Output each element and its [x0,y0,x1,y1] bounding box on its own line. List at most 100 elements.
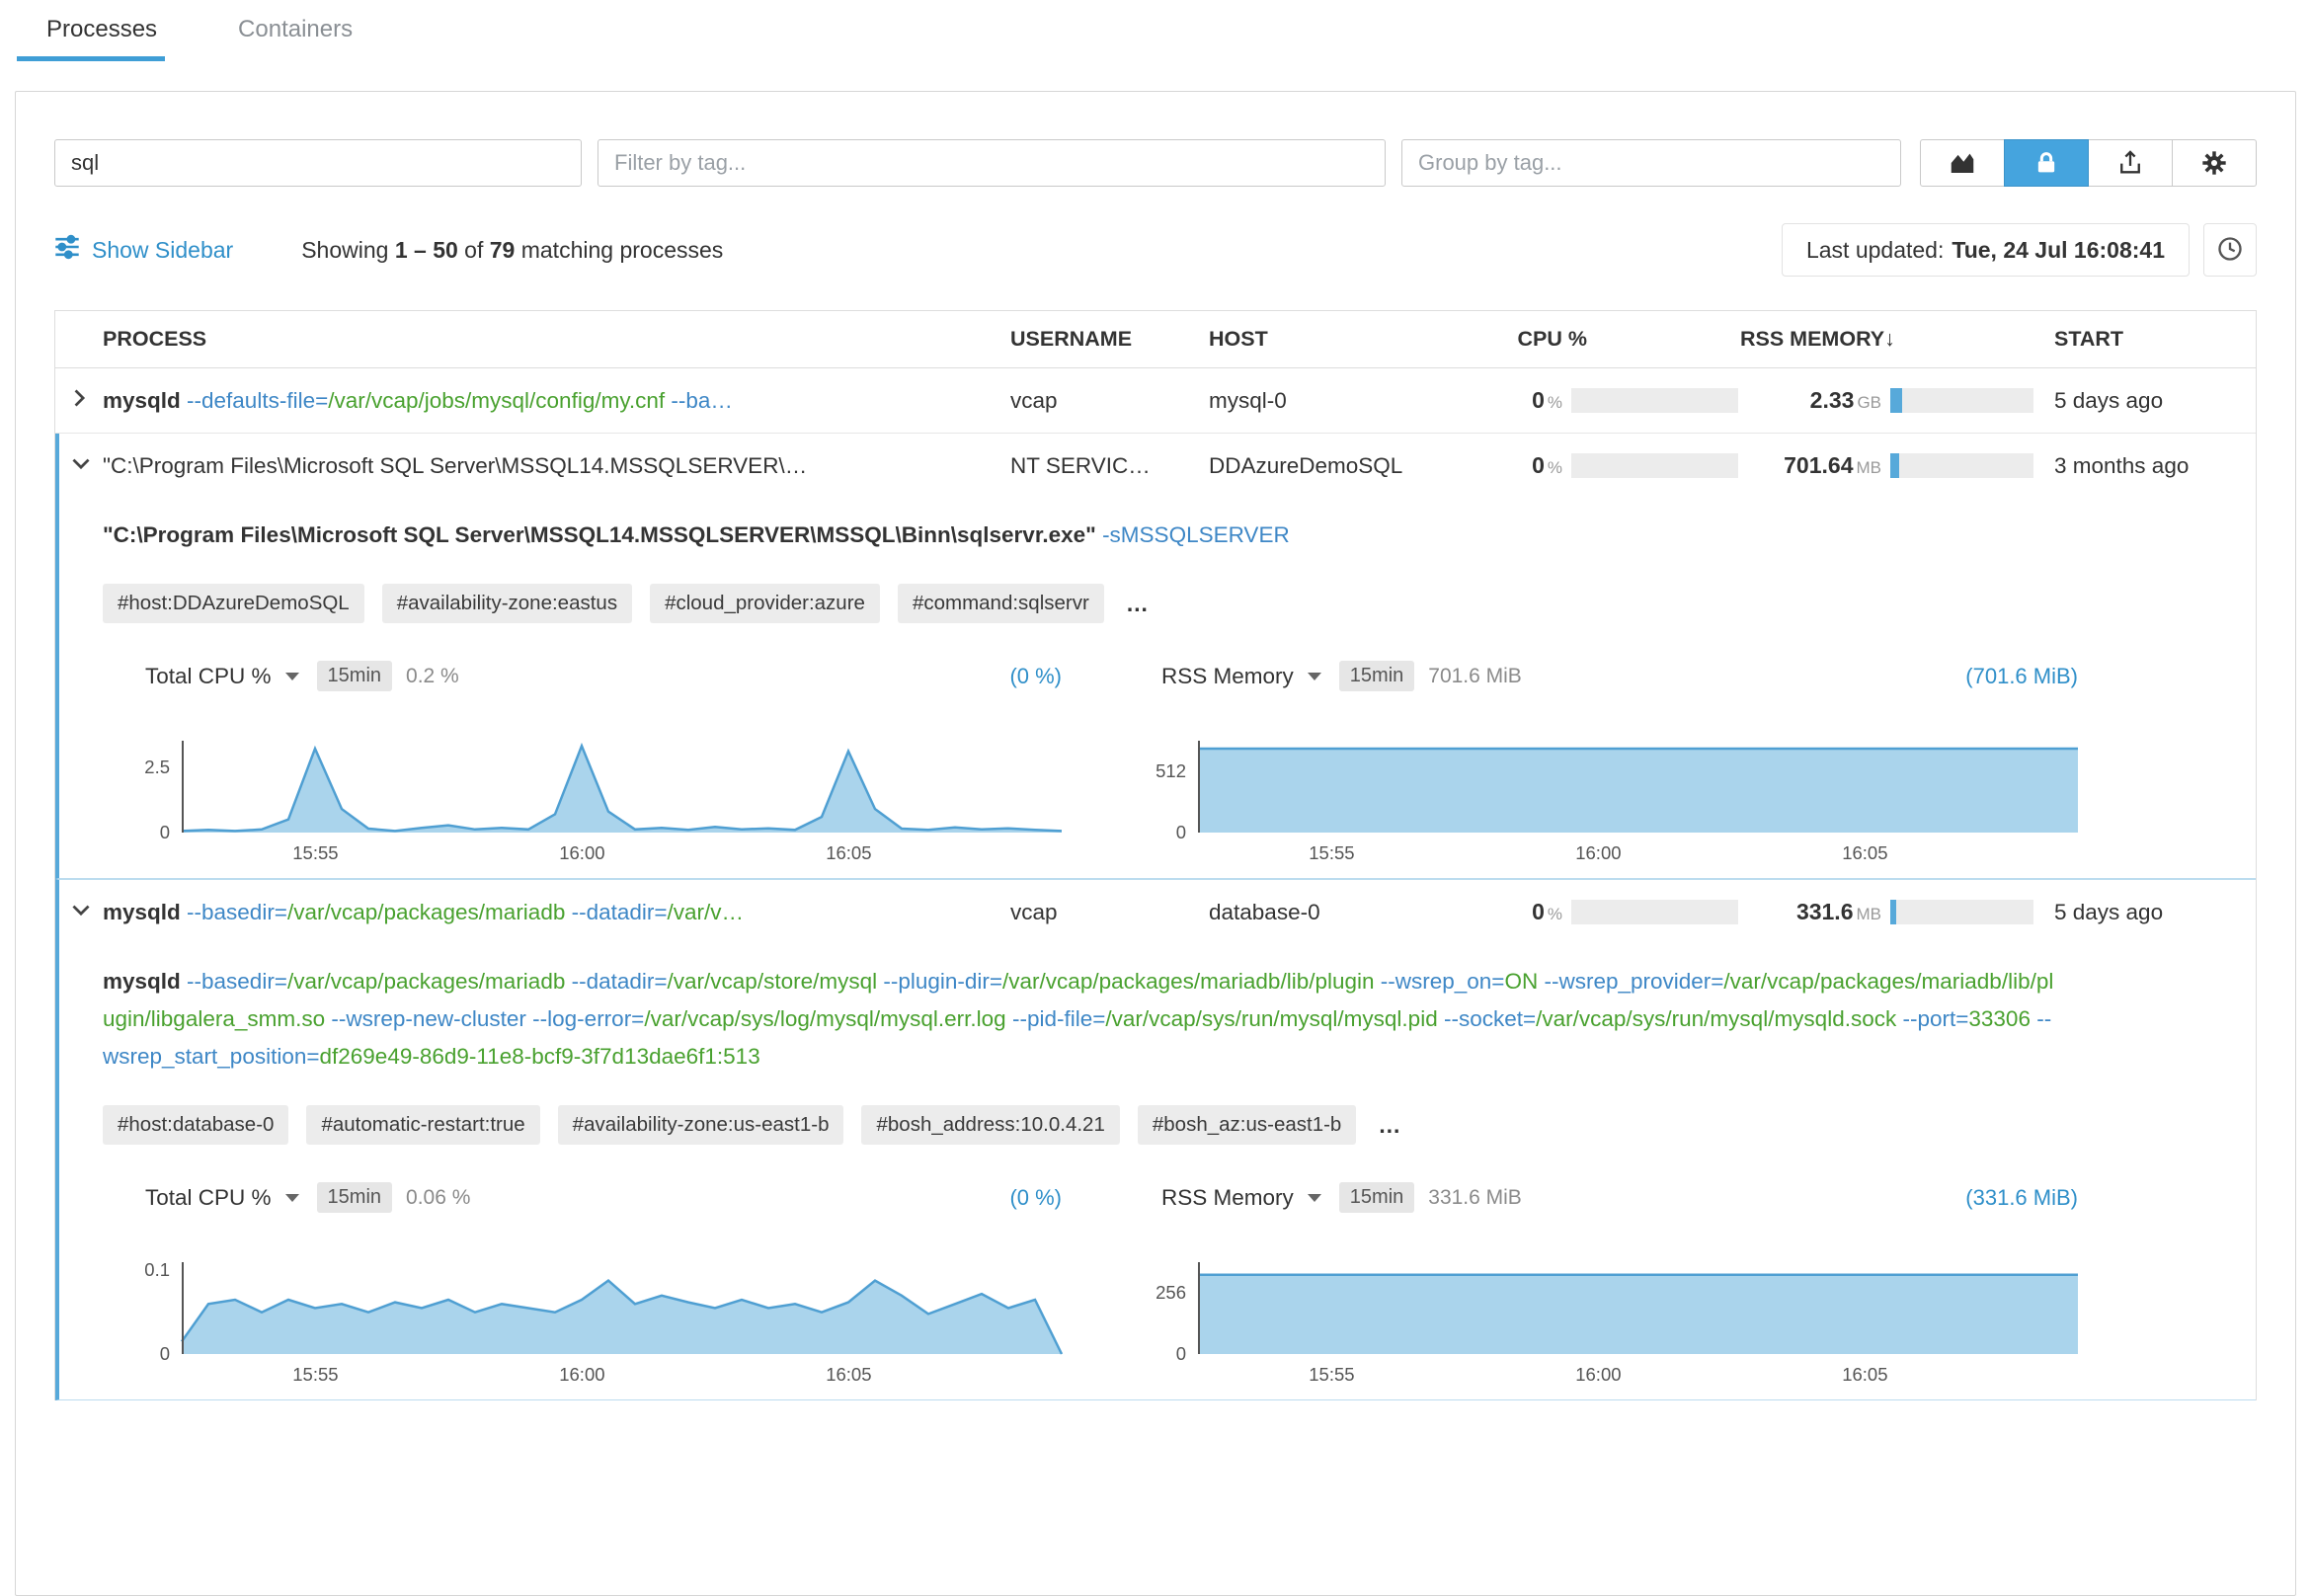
chart-metric-dropdown[interactable]: Total CPU % [145,664,299,689]
chart-current-value: 701.6 MiB [1428,665,1522,688]
chart-metric-dropdown[interactable]: RSS Memory [1161,664,1321,689]
process-row-summary[interactable]: "C:\Program Files\Microsoft SQL Server\M… [59,434,2256,498]
tag-pill[interactable]: #host:DDAzureDemoSQL [103,584,364,623]
results-range: 1 – 50 [395,237,458,263]
refresh-time-button[interactable] [2203,223,2257,277]
processes-panel: Show Sidebar Showing 1 – 50 of 79 matchi… [15,91,2296,1596]
process-row-summary[interactable]: mysqld --defaults-file=/var/vcap/jobs/my… [55,368,2256,433]
rss-cell: 2.33GB [1740,387,2046,414]
rss-usage-bar [1890,900,2033,924]
chart-current-value: 331.6 MiB [1428,1186,1522,1210]
cpu-cell: 0% [1488,452,1740,479]
group-by-tag-input[interactable] [1401,139,1901,187]
full-command: "C:\Program Files\Microsoft SQL Server\M… [103,517,2058,554]
start-cell: 3 months ago [2046,453,2256,479]
chart-value-link[interactable]: (331.6 MiB) [1965,1185,2078,1211]
tab-containers[interactable]: Containers [236,2,355,61]
process-detail: mysqld --basedir=/var/vcap/packages/mari… [59,963,2256,1399]
results-total: 79 [490,237,516,263]
tab-processes[interactable]: Processes [44,2,159,61]
export-icon [2116,149,2144,177]
chevron-down-icon[interactable] [70,899,92,925]
charts-row: Total CPU % 15min 0.2 % (0 %) 2.5015:551… [117,661,2256,833]
chart-range-badge: 15min [317,1182,392,1213]
chevron-down-icon [285,1194,299,1202]
cpu-sparkline-chart: 2.5015:5516:0016:05 [182,741,1062,833]
tag-pill[interactable]: #automatic-restart:true [306,1105,539,1145]
col-header-cpu[interactable]: CPU % [1488,327,1740,352]
rss-cell: 701.64MB [1740,452,2046,479]
chart-range-badge: 15min [1339,661,1414,691]
rss-usage-bar [1890,388,2033,413]
chart-metric-dropdown[interactable]: RSS Memory [1161,1185,1321,1211]
table-row: mysqld --basedir=/var/vcap/packages/mari… [55,879,2256,1400]
tags-overflow-link[interactable]: … [1374,1112,1404,1139]
table-row: "C:\Program Files\Microsoft SQL Server\M… [55,434,2256,879]
cpu-cell: 0% [1488,387,1740,414]
tags-overflow-link[interactable]: … [1122,591,1153,617]
tag-pill[interactable]: #cloud_provider:azure [650,584,880,623]
host-cell: DDAzureDemoSQL [1202,453,1488,479]
area-chart-icon [1948,148,1977,178]
settings-button[interactable] [2172,139,2257,187]
last-updated: Last updated: Tue, 24 Jul 16:08:41 [1782,223,2190,277]
lock-view-button[interactable] [2004,139,2089,187]
memory-chart-block: RSS Memory 15min 331.6 MiB (331.6 MiB) 2… [1133,1182,2078,1354]
process-detail: "C:\Program Files\Microsoft SQL Server\M… [59,517,2256,878]
chart-current-value: 0.2 % [406,665,459,688]
table-row: mysqld --defaults-file=/var/vcap/jobs/my… [55,368,2256,434]
export-button[interactable] [2088,139,2173,187]
tag-pill[interactable]: #bosh_address:10.0.4.21 [861,1105,1119,1145]
search-input[interactable] [54,139,582,187]
full-command: mysqld --basedir=/var/vcap/packages/mari… [103,963,2058,1076]
cpu-sparkline-chart: 0.1015:5516:0016:05 [182,1262,1062,1354]
show-sidebar-toggle[interactable]: Show Sidebar [54,234,233,266]
start-cell: 5 days ago [2046,900,2256,925]
results-summary: Showing 1 – 50 of 79 matching processes [301,237,723,264]
col-header-start[interactable]: START [2046,327,2256,352]
chart-metric-dropdown[interactable]: Total CPU % [145,1185,299,1211]
chart-value-link[interactable]: (0 %) [1009,1185,1062,1211]
col-header-process[interactable]: PROCESS [103,327,1004,352]
username-cell: NT SERVIC… [1004,453,1202,479]
chart-value-link[interactable]: (0 %) [1009,664,1062,689]
cpu-usage-bar [1571,388,1738,413]
chevron-right-icon[interactable] [68,387,90,414]
tag-pill[interactable]: #bosh_az:us-east1-b [1138,1105,1356,1145]
view-options-button-group [1920,139,2257,187]
col-header-rss[interactable]: RSS MEMORY↓ [1740,327,2046,352]
chart-range-badge: 15min [317,661,392,691]
tags-row: #host:database-0 #automatic-restart:true #… [103,1105,2256,1145]
tag-pill[interactable]: #command:sqlservr [898,584,1104,623]
memory-sparkline-chart: 512015:5516:0016:05 [1198,741,2078,833]
tag-pill[interactable]: #availability-zone:eastus [382,584,632,623]
toolbar [16,92,2295,187]
username-cell: vcap [1004,388,1202,414]
lock-icon [2032,149,2060,177]
process-row-summary[interactable]: mysqld --basedir=/var/vcap/packages/mari… [59,880,2256,944]
status-bar: Show Sidebar Showing 1 – 50 of 79 matchi… [54,222,2257,278]
chart-value-link[interactable]: (701.6 MiB) [1965,664,2078,689]
filter-by-tag-input[interactable] [598,139,1386,187]
charts-row: Total CPU % 15min 0.06 % (0 %) 0.1015:55… [117,1182,2256,1354]
timeseries-view-button[interactable] [1920,139,2005,187]
col-header-host[interactable]: HOST [1202,327,1488,352]
chevron-down-icon[interactable] [70,452,92,479]
cpu-cell: 0% [1488,899,1740,925]
start-cell: 5 days ago [2046,388,2256,414]
process-command: mysqld --defaults-file=/var/vcap/jobs/my… [103,388,1004,414]
process-command: "C:\Program Files\Microsoft SQL Server\M… [103,453,1004,479]
chart-current-value: 0.06 % [406,1186,470,1210]
sliders-icon [54,234,80,266]
tag-pill[interactable]: #host:database-0 [103,1105,288,1145]
col-header-username[interactable]: USERNAME [1004,327,1202,352]
show-sidebar-label: Show Sidebar [92,237,233,264]
host-cell: mysql-0 [1202,388,1488,414]
host-cell: database-0 [1202,900,1488,925]
sort-descending-icon: ↓ [1884,327,1895,351]
tag-pill[interactable]: #availability-zone:us-east1-b [558,1105,844,1145]
table-header: PROCESS USERNAME HOST CPU % RSS MEMORY↓ … [55,311,2256,368]
clock-icon [2216,235,2244,266]
chevron-down-icon [1308,673,1321,680]
gear-icon [2200,149,2228,177]
